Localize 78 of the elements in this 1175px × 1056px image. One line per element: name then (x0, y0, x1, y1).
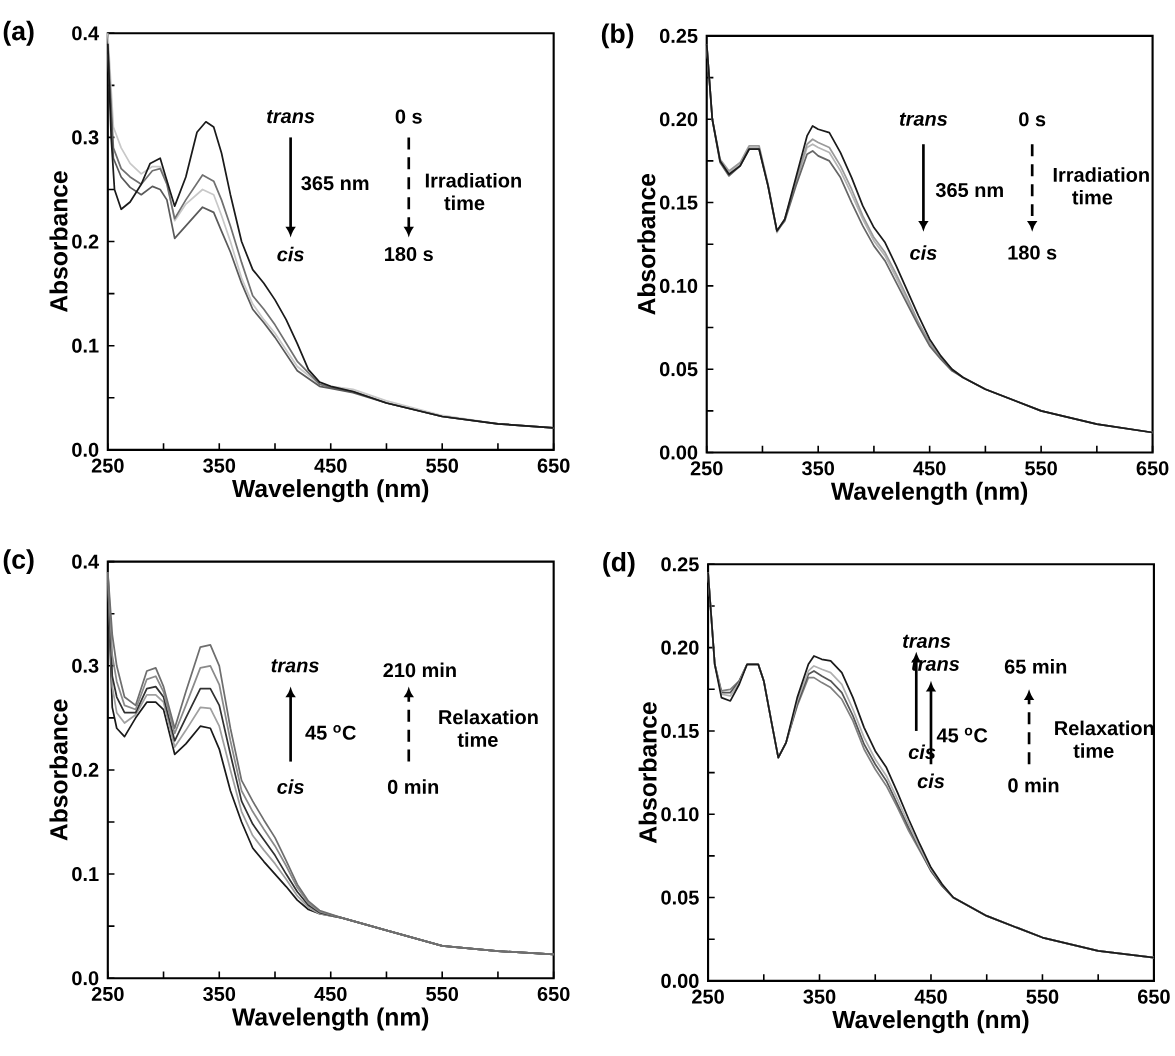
y-tick-label: 0.10 (661, 807, 699, 822)
y-tick-label: 0.0 (72, 971, 99, 986)
x-axis-title: Wavelength (nm) (232, 479, 429, 503)
y-axis-title: Absorbance (638, 702, 657, 844)
annotation: 65 min (1004, 659, 1067, 674)
x-tick-label: 650 (1137, 989, 1170, 1004)
annotation: cis (917, 773, 945, 789)
annotation: trans (902, 634, 951, 648)
annotation: 0 min (1008, 777, 1059, 793)
annotation: trans (267, 109, 315, 124)
y-axis-title: Absorbance (49, 171, 68, 313)
y-tick-label: 0.3 (72, 130, 99, 145)
x-tick-label: 250 (91, 458, 124, 473)
annotation: 180 s (385, 246, 433, 262)
annotation: Irradiation time (1053, 167, 1149, 205)
annotation: Irradiation time (425, 172, 521, 211)
x-tick-label: 250 (91, 986, 124, 1001)
annotation: 210 min (383, 662, 456, 678)
annotation: 45 $^{o}$C (936, 727, 988, 743)
x-tick-label: 550 (1025, 461, 1057, 476)
y-tick-label: 0.05 (659, 362, 698, 377)
y-tick-label: 0.4 (72, 26, 100, 41)
x-tick-label: 450 (914, 989, 947, 1004)
x-tick-label: 250 (690, 461, 723, 476)
annotation: 45 $^{o}$C (305, 725, 356, 740)
text: (b) (601, 23, 634, 49)
x-tick-label: 350 (803, 989, 836, 1004)
x-tick-label: 650 (537, 458, 570, 473)
x-tick-label: 350 (203, 986, 236, 1002)
y-tick-label: 0.15 (661, 723, 699, 738)
y-tick-label: 0.25 (659, 28, 698, 43)
x-tick-label: 450 (314, 458, 347, 473)
x-axis-title: Wavelength (nm) (832, 1010, 1029, 1034)
annotation: 0 s (1019, 112, 1046, 127)
annotation: 365 nm (935, 182, 1003, 198)
x-tick-label: 550 (426, 986, 459, 1001)
y-tick-label: 0.20 (661, 640, 699, 655)
annotation: 365 nm (301, 176, 369, 191)
y-tick-label: 0.1 (72, 866, 99, 882)
x-tick-label: 450 (913, 461, 946, 476)
y-tick-label: 0.2 (72, 762, 99, 777)
text: (d) (603, 551, 635, 577)
text: (c) (3, 549, 34, 575)
y-tick-label: 0.4 (72, 554, 100, 569)
annotation: cis (277, 246, 304, 262)
y-tick-label: 0.2 (72, 234, 99, 249)
y-tick-label: 0.1 (72, 338, 99, 353)
x-tick-label: 650 (537, 986, 570, 1001)
x-tick-label: 550 (1026, 989, 1059, 1004)
annotation: cis (277, 779, 304, 794)
annotation: 0 min (387, 779, 439, 794)
x-tick-label: 250 (692, 989, 724, 1004)
y-tick-label: 0.00 (659, 445, 698, 460)
y-tick-label: 0.25 (661, 557, 699, 572)
x-tick-label: 550 (426, 458, 459, 473)
x-tick-label: 450 (314, 986, 347, 1001)
y-tick-label: 0.20 (659, 112, 698, 127)
x-axis-title: Wavelength (nm) (232, 1007, 429, 1031)
annotation: Relaxation time (439, 709, 538, 747)
annotation: trans (899, 112, 948, 126)
x-tick-label: 350 (203, 458, 236, 473)
y-tick-label: 0.3 (72, 658, 99, 673)
annotation: cis (910, 245, 937, 260)
y-axis-title: Absorbance (49, 699, 68, 841)
annotation: Relaxation time (1055, 720, 1154, 758)
y-tick-label: 0.0 (72, 442, 99, 457)
x-axis-title: Wavelength (nm) (830, 481, 1028, 505)
annotation: 180 s (1008, 245, 1057, 260)
y-tick-label: 0.10 (659, 278, 698, 293)
y-tick-label: 0.00 (661, 973, 699, 988)
annotation: trans (271, 659, 319, 673)
y-tick-label: 0.05 (661, 890, 699, 905)
y-tick-label: 0.15 (659, 195, 698, 210)
x-tick-label: 350 (801, 461, 834, 476)
x-tick-label: 650 (1136, 461, 1169, 476)
y-axis-title: Absorbance (637, 173, 656, 315)
annotation: 0 s (395, 109, 422, 124)
text: (a) (3, 20, 34, 46)
